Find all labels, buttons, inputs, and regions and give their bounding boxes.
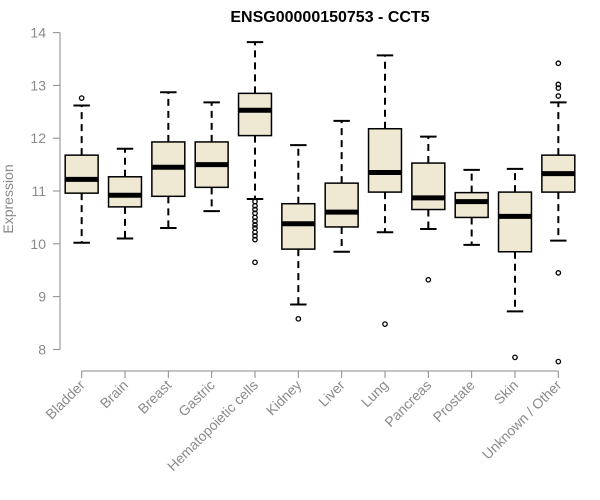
box-kidney — [281, 144, 316, 322]
outlier-point — [252, 229, 258, 236]
x-tick-label: Liver — [315, 377, 348, 410]
box-prostate — [454, 168, 489, 246]
box-iqr — [497, 191, 533, 253]
y-axis-label: Expression — [0, 164, 16, 233]
box-iqr — [454, 191, 489, 219]
outlier-point — [252, 236, 258, 243]
x-tick-label: Gastric — [175, 377, 218, 420]
box-iqr — [237, 92, 273, 137]
outlier-point — [425, 276, 432, 283]
chart-title: ENSG00000150753 - CCT5 — [230, 9, 429, 26]
outlier-point — [252, 206, 258, 213]
box-unknown-other — [541, 60, 576, 365]
y-tick-label: 8 — [38, 341, 46, 357]
box-iqr — [367, 127, 403, 193]
outlier-point — [555, 60, 562, 67]
y-tick-label: 13 — [30, 77, 46, 93]
outlier-point — [555, 358, 562, 365]
x-tick-label: Unknown / Other — [479, 377, 565, 463]
outlier-point — [252, 221, 258, 228]
x-tick-label: Pancreas — [381, 377, 434, 430]
x-tick-label: Prostate — [430, 377, 478, 425]
outlier-point — [252, 233, 258, 239]
outlier-point — [382, 321, 388, 327]
box-liver — [324, 119, 359, 253]
x-tick-label: Lung — [358, 377, 391, 410]
outlier-point — [252, 218, 258, 224]
y-tick-label: 10 — [30, 236, 46, 252]
y-tick-label: 14 — [30, 25, 46, 41]
outlier-point — [78, 95, 85, 101]
outlier-point — [555, 93, 562, 99]
box-brain — [107, 147, 143, 240]
box-pancreas — [411, 135, 446, 283]
x-tick-label: Breast — [135, 377, 175, 417]
box-iqr — [107, 176, 143, 208]
box-skin — [497, 167, 533, 361]
outlier-point — [512, 354, 518, 361]
box-iqr — [324, 182, 359, 228]
outlier-point — [555, 270, 562, 276]
x-tick-label: Skin — [491, 377, 522, 408]
x-tick-label: Brain — [97, 377, 131, 411]
outlier-point — [555, 81, 562, 88]
y-tick-label: 11 — [31, 183, 46, 199]
box-breast — [151, 91, 186, 229]
box-iqr — [64, 154, 99, 194]
outlier-point — [252, 214, 258, 221]
box-lung — [367, 54, 403, 327]
outlier-point — [295, 315, 302, 322]
box-hematopoietic-cells — [237, 41, 273, 266]
box-bladder — [64, 95, 99, 244]
x-tick-label: Kidney — [263, 377, 305, 419]
x-tick-label: Bladder — [42, 377, 88, 423]
box-series — [64, 41, 576, 365]
y-tick-label: 9 — [38, 289, 46, 305]
y-axis: 8 9 10 11 12 13 14 — [30, 25, 61, 357]
box-iqr — [411, 162, 446, 211]
box-iqr — [281, 202, 316, 250]
outlier-point — [555, 85, 562, 91]
box-gastric — [194, 101, 229, 213]
outlier-point — [252, 259, 258, 266]
outlier-point — [252, 202, 258, 209]
y-tick-label: 12 — [30, 130, 46, 146]
